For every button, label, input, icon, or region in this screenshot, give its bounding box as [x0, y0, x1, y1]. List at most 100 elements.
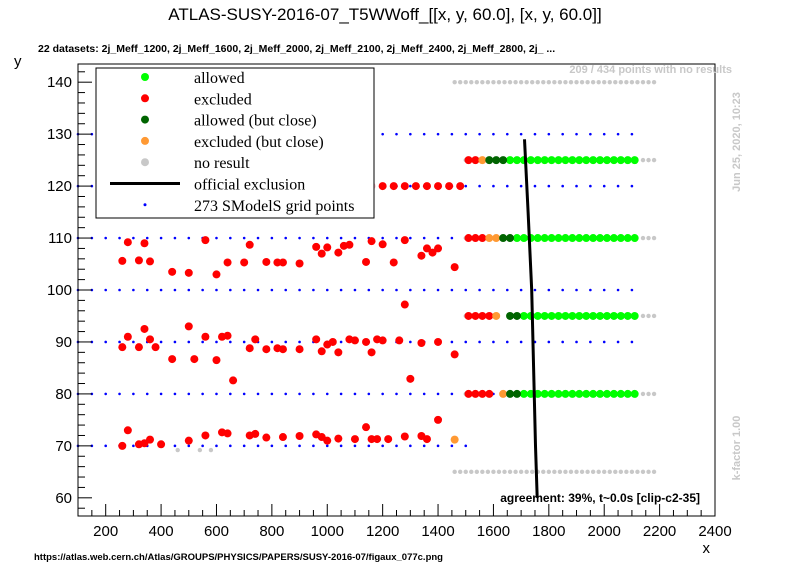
no-result-point: [452, 469, 457, 475]
excluded-point: [362, 423, 371, 432]
no-result-point: [463, 79, 468, 85]
allowed-point: [533, 234, 542, 243]
excluded-point: [434, 182, 443, 191]
grid-point: [409, 184, 412, 188]
grid-point: [630, 340, 634, 344]
grid-point: [256, 392, 260, 396]
excluded-point: [464, 311, 473, 320]
grid-point: [173, 444, 177, 448]
no-result-point: [502, 469, 507, 475]
allowed-point: [582, 156, 591, 165]
legend-marker: [141, 158, 149, 167]
allowed-point: [575, 156, 584, 165]
grid-point: [464, 340, 468, 344]
excluded-point: [334, 348, 343, 357]
no-result-point: [646, 235, 651, 241]
excluded-point: [334, 248, 343, 257]
excluded-point: [478, 389, 487, 398]
allowed-close-point: [506, 389, 515, 398]
grid-point: [367, 392, 371, 396]
grid-point: [630, 184, 634, 188]
allowed-point: [596, 156, 605, 165]
excluded-point: [471, 389, 480, 398]
allowed-point: [540, 234, 549, 243]
grid-point: [187, 340, 191, 344]
excluded-point: [317, 249, 326, 258]
no-result-point: [646, 79, 651, 85]
no-result-point: [496, 79, 502, 85]
grid-point: [325, 392, 329, 396]
no-result-point: [585, 469, 590, 475]
grid-point: [395, 444, 398, 448]
grid-point: [242, 444, 246, 448]
grid-point: [159, 236, 163, 240]
allowed-point: [512, 156, 521, 165]
excluded-point: [184, 436, 193, 445]
legend-marker: [141, 73, 149, 81]
grid-point: [409, 392, 412, 396]
no-result-point: [640, 157, 646, 163]
grid-point: [353, 236, 357, 240]
grid-point: [478, 340, 481, 344]
no-result-point: [568, 469, 574, 475]
grid-point: [159, 340, 163, 344]
excluded-point: [323, 436, 332, 445]
no-result-point: [524, 79, 529, 85]
allowed-close-point: [492, 156, 501, 165]
excluded-point: [134, 256, 143, 265]
grid-point: [159, 392, 163, 396]
grid-point: [339, 444, 343, 448]
excluded-point: [422, 244, 431, 253]
allowed-point: [623, 389, 632, 398]
y-tick-label: 100: [47, 282, 72, 299]
grid-point: [187, 392, 191, 396]
allowed-point: [561, 156, 570, 165]
grid-point: [229, 288, 232, 292]
grid-point: [630, 288, 634, 292]
excluded-point: [262, 433, 271, 442]
grid-point: [381, 236, 384, 240]
allowed-point: [554, 156, 563, 165]
grid-point: [602, 340, 606, 344]
excluded-point: [362, 257, 371, 266]
grid-point: [353, 444, 357, 448]
no-result-point: [530, 469, 535, 475]
excluded-point: [485, 389, 494, 398]
grid-point: [381, 444, 384, 448]
allowed-point: [630, 389, 639, 398]
excluded-point: [411, 182, 420, 191]
excluded-point: [317, 347, 326, 356]
legend-marker: [141, 115, 149, 124]
excluded-point: [434, 337, 443, 346]
chart-title: ATLAS-SUSY-2016-07_T5WWoff_[[x, y, 60.0]…: [168, 5, 601, 24]
no-result-point: [480, 469, 485, 475]
x-tick-label: 200: [93, 523, 118, 540]
excluded-point: [201, 332, 210, 341]
legend-label: official exclusion: [194, 177, 305, 194]
grid-point: [270, 444, 274, 448]
grid-point: [284, 340, 288, 344]
no-result-point: [590, 469, 596, 475]
grid-point: [270, 340, 274, 344]
excluded-point: [389, 182, 398, 191]
grid-point: [561, 184, 564, 188]
no-result-point: [507, 79, 513, 85]
grid-point: [215, 288, 218, 292]
allowed-close-point: [499, 234, 508, 243]
allowed-point: [623, 234, 632, 243]
allowed-point: [547, 389, 556, 398]
grid-point: [589, 340, 592, 344]
allowed-point: [616, 234, 625, 243]
grid-point: [409, 236, 412, 240]
grid-point: [325, 288, 329, 292]
y-tick-label: 140: [47, 74, 72, 91]
excluded-point: [400, 300, 409, 309]
no-result-point: [602, 469, 607, 475]
grid-point: [519, 184, 523, 188]
grid-point: [616, 184, 620, 188]
excluded-point: [378, 182, 387, 191]
grid-point: [478, 288, 481, 292]
grid-point: [492, 132, 495, 136]
grid-point: [339, 236, 343, 240]
